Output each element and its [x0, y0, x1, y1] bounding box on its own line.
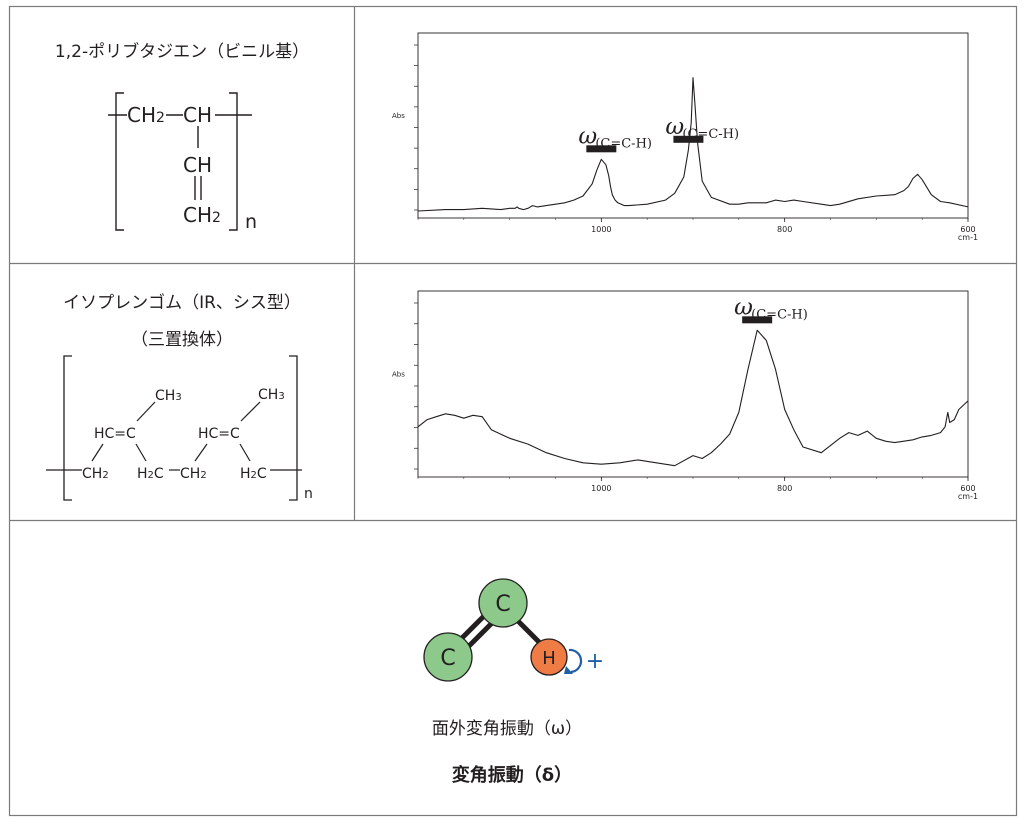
plus-sign: + [586, 649, 604, 674]
spectrum2-plot-frame [417, 290, 969, 478]
spectrum1-plot-frame [417, 32, 969, 219]
svg-text:CH2: CH2 [82, 466, 109, 482]
spectrum1-annotation-bar-1 [673, 135, 704, 143]
carbon-label-left: C [440, 646, 455, 671]
carbon-atom-top [478, 578, 528, 628]
ir-spectrum-isoprene: 1000 800 600 Abs cm-1 ω(C=C-H) [392, 290, 978, 501]
spectrum1-x-tick-label: 600 [960, 225, 975, 234]
carbon-atom-left [423, 632, 473, 682]
spectrum1-x-tick-label: 1000 [591, 225, 611, 234]
h2c-right: H [240, 466, 251, 482]
row2-subtitle: （三置換体） [131, 330, 233, 350]
spectrum1-annotation-1: ω [665, 114, 684, 140]
spectrum1-annotation-sub-1: (C=C-H) [682, 127, 739, 142]
spectrum1-y-label: Abs [392, 112, 405, 120]
spectrum1-series-line [417, 77, 969, 212]
spectrum1-x-tick-label: 800 [777, 225, 792, 234]
vibration-heading: 変角振動（δ） [452, 764, 572, 786]
svg-text:CH2: CH2 [180, 466, 207, 482]
rotation-arrow-icon [564, 648, 583, 674]
spectrum2-x-tick-label: 600 [960, 484, 975, 493]
isoprene-structure: CH3 CH3 HC=C HC=C CH2 H2C CH2 H2C n [46, 355, 313, 502]
table-grid [8, 5, 1018, 817]
svg-text:H2C: H2C [137, 466, 164, 482]
spectrum1-annotation-sub-0: (C=C-H) [595, 136, 652, 151]
spectrum2-x-tick-label: 800 [777, 484, 792, 493]
spectrum1-annotation-bar-0 [586, 145, 617, 153]
carbon-label-top: C [495, 592, 510, 617]
vibration-diagram: C C H + 面外変角振動（ω） 変角振動（δ） [423, 578, 604, 786]
svg-text:CH3: CH3 [258, 387, 285, 403]
svg-text:CH2: CH2 [127, 103, 165, 127]
spectrum2-annotation-0: ω [734, 294, 753, 320]
h2c-mid: H [137, 466, 148, 482]
repeat-n: n [245, 211, 257, 233]
ch2-end-group: CH [183, 203, 212, 227]
ch3-group-b: CH [258, 387, 278, 403]
ch2-group: CH [127, 103, 156, 127]
ch-side-group: CH [183, 153, 212, 177]
spectrum2-annotation-sub-0: (C=C-H) [751, 307, 808, 322]
repeat-n: n [304, 486, 313, 502]
row1-structure-panel: 1,2-ポリブタジエン（ビニル基） CH2 CH CH CH2 n [55, 41, 309, 233]
polybutadiene-structure: CH2 CH CH CH2 n [108, 92, 257, 233]
spectrum2-annotation-bar-0 [742, 316, 773, 324]
hc-double-c-b: HC=C [198, 426, 240, 442]
spectrum1-x-label: cm-1 [958, 233, 978, 242]
hydrogen-atom [530, 638, 568, 676]
hydrogen-label: H [542, 648, 556, 669]
row2-title: イソプレンゴム（IR、シス型） [63, 292, 301, 313]
row1-title: 1,2-ポリブタジエン（ビニル基） [55, 41, 309, 62]
svg-text:CH2: CH2 [183, 203, 221, 227]
row2-structure-panel: イソプレンゴム（IR、シス型） （三置換体） CH3 CH3 HC=C HC=C [46, 292, 313, 502]
ch-group: CH [183, 103, 212, 127]
spectrum1-annotation-0: ω [578, 123, 597, 149]
spectrum2-series-line [417, 329, 969, 467]
vibration-caption: 面外変角振動（ω） [432, 719, 582, 739]
spectrum2-x-tick-label: 1000 [591, 484, 611, 493]
hc-double-c-a: HC=C [94, 426, 136, 442]
ch3-group-a: CH [155, 388, 175, 404]
spectrum2-x-label: cm-1 [958, 492, 978, 501]
spectrum2-y-label: Abs [392, 371, 405, 379]
ch2-mid: CH [180, 466, 200, 482]
single-bond [513, 616, 544, 647]
ch2-left: CH [82, 466, 102, 482]
svg-text:CH3: CH3 [155, 388, 182, 404]
svg-text:H2C: H2C [240, 466, 267, 482]
